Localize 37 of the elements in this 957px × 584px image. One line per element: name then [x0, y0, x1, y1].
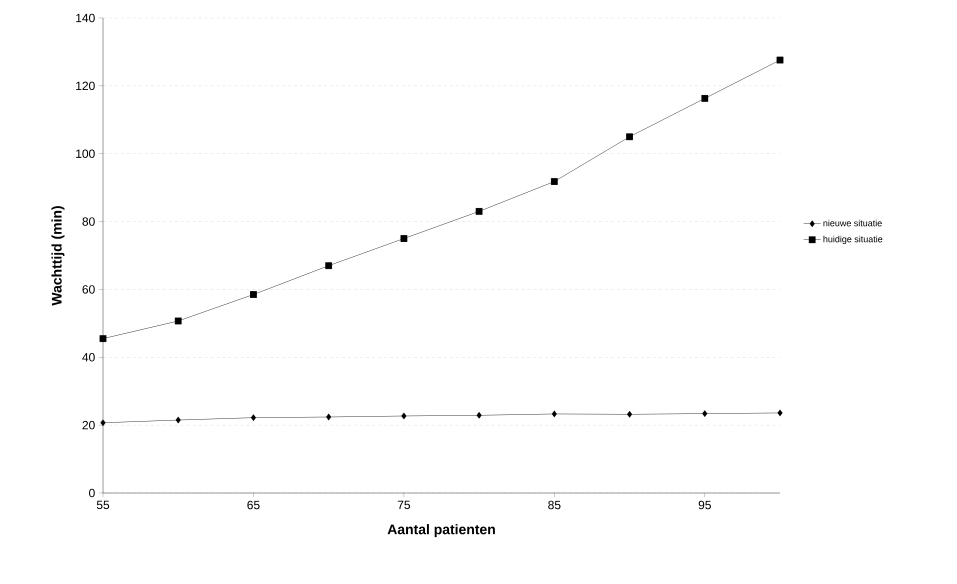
point [176, 416, 181, 424]
point [626, 133, 633, 140]
point [776, 56, 784, 64]
x-tick-label: 55 [96, 500, 110, 510]
y-tick-label: 40 [82, 353, 95, 362]
y-tick-label: 20 [82, 420, 95, 430]
point [476, 208, 483, 215]
y-tick-label: 0 [89, 488, 95, 498]
point [702, 410, 708, 418]
y-tick-label: 140 [76, 14, 95, 22]
point [626, 410, 632, 418]
point [401, 412, 406, 420]
point [550, 178, 558, 185]
y-tick-label: 120 [76, 82, 95, 90]
x-tick-label: 85 [548, 500, 560, 510]
y-axis-title: Wachttijd (min) [51, 206, 64, 306]
x-tick-label: 75 [398, 500, 410, 510]
point [100, 335, 106, 342]
x-axis-title: Aantal patienten [388, 524, 495, 538]
x-tick-label: 95 [698, 500, 711, 510]
point [100, 419, 106, 426]
legend-label: nieuwe situatie [824, 220, 882, 226]
point [174, 318, 182, 324]
point [325, 262, 332, 270]
y-tick-label: 80 [82, 217, 95, 226]
point [476, 412, 482, 419]
point [777, 410, 783, 416]
point [552, 410, 557, 418]
y-tick-label: 100 [76, 149, 95, 158]
legend-label: huidige situatie [824, 236, 882, 244]
point [250, 414, 256, 422]
point [701, 95, 708, 102]
point [326, 414, 332, 420]
x-tick-label: 65 [247, 500, 260, 510]
point [250, 291, 257, 298]
point [400, 235, 408, 242]
y-tick-label: 60 [82, 285, 95, 294]
